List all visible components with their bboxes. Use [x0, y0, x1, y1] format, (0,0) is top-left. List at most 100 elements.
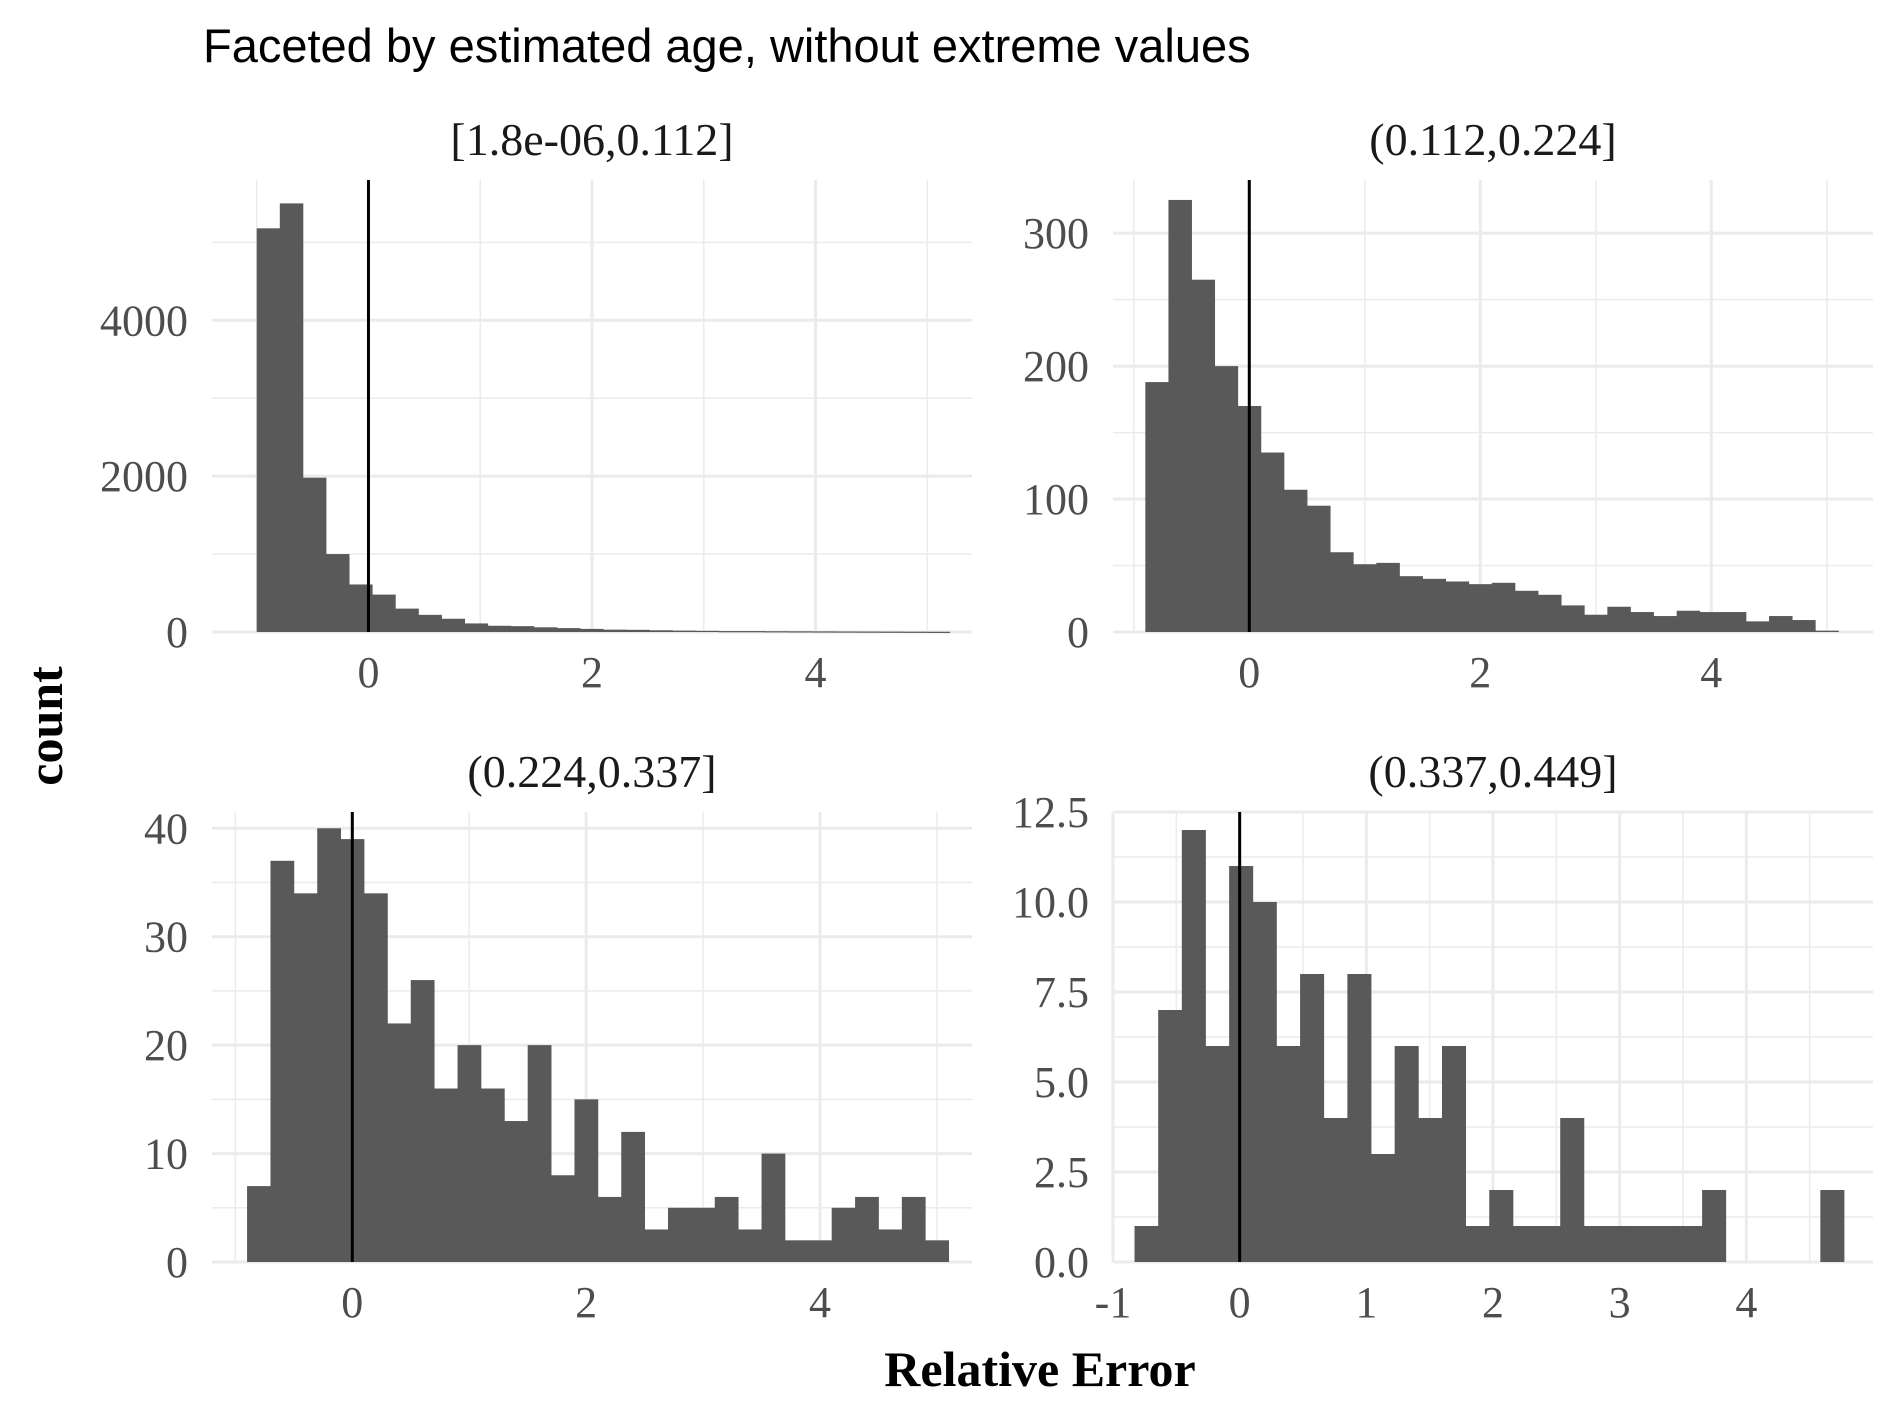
histogram-bar — [649, 630, 673, 632]
histogram-bar — [279, 203, 304, 632]
histogram-bar — [626, 629, 650, 632]
histogram-bar — [557, 628, 581, 632]
y-tick-label: 20 — [144, 1021, 188, 1070]
histogram-bar — [1283, 489, 1308, 632]
histogram-bar — [487, 625, 512, 632]
histogram-bar — [691, 1207, 716, 1262]
x-tick-label: 2 — [1469, 648, 1491, 697]
x-tick-label: 2 — [581, 648, 603, 697]
x-tick-label: 0 — [341, 1278, 363, 1327]
y-tick-label: 0 — [166, 608, 188, 657]
y-tick-label: 2000 — [100, 452, 188, 501]
histogram-bar — [326, 554, 350, 632]
y-tick-label: 10 — [144, 1130, 188, 1179]
histogram-bar — [1323, 1118, 1348, 1262]
y-tick-label: 2.5 — [1034, 1148, 1089, 1197]
histogram-bar — [925, 1240, 950, 1262]
histogram-bar — [1399, 576, 1423, 632]
facet-strip-label: (0.337,0.449] — [1368, 746, 1617, 797]
facet-panel: (0.112,0.224] 0 2 4 0 100 200 300 — [1023, 114, 1873, 697]
x-tick-label: 0 — [1229, 1278, 1251, 1327]
histogram-bar — [1678, 1226, 1703, 1262]
histogram-bar — [464, 623, 489, 632]
facet-panel: (0.337,0.449] -1 0 1 2 3 4 0.0 2.5 5.0 7.5 10.0 12.5 — [1012, 746, 1873, 1327]
x-tick-label: 3 — [1609, 1278, 1631, 1327]
histogram-bar — [926, 631, 951, 633]
histogram-bar — [1394, 1046, 1419, 1262]
histogram-bar — [387, 1023, 412, 1262]
histogram-bar — [1536, 1226, 1561, 1262]
histogram-bar — [580, 628, 604, 632]
y-axis-title: count — [17, 666, 73, 786]
x-tick-label: 0 — [357, 648, 379, 697]
histogram-bar — [270, 860, 295, 1262]
y-tick-label: 0.0 — [1034, 1238, 1089, 1287]
histogram-bar — [1722, 612, 1747, 632]
x-axis-title: Relative Error — [884, 1341, 1195, 1397]
histogram-bar — [1205, 1046, 1230, 1262]
histogram-bar — [903, 631, 928, 633]
histogram-bar — [668, 1207, 692, 1262]
histogram-bar — [1584, 614, 1608, 632]
histogram-bar — [672, 630, 697, 632]
histogram-bar — [410, 980, 435, 1262]
histogram-bar — [395, 608, 419, 632]
histogram-bar — [834, 631, 858, 633]
histogram-bar — [1252, 902, 1277, 1262]
histogram-bar — [1653, 616, 1678, 632]
histogram-bar — [1181, 830, 1206, 1262]
histogram-bar — [1654, 1226, 1679, 1262]
y-tick-label: 10.0 — [1012, 878, 1089, 927]
histogram-bar — [504, 1121, 529, 1262]
x-tick-label: 4 — [805, 648, 827, 697]
histogram-bar — [1699, 612, 1724, 632]
histogram-bar — [811, 631, 835, 633]
histogram-bar — [597, 1196, 622, 1262]
histogram-bar — [457, 1045, 482, 1262]
x-tick-label: 2 — [1482, 1278, 1504, 1327]
x-tick-label: 1 — [1355, 1278, 1377, 1327]
histogram-bar — [1260, 452, 1285, 632]
histogram-bar — [364, 893, 388, 1262]
histogram-bar — [644, 1229, 669, 1262]
facet-panels: [1.8e-06,0.112]0 2 4020004000(0.112,0.224]… — [100, 114, 1873, 1327]
histogram-bar — [1512, 1226, 1537, 1262]
histogram-bar — [510, 626, 535, 632]
histogram-bar — [808, 1240, 833, 1262]
facet-panel: [1.8e-06,0.112] 0 2 4 0 2000 4000 — [100, 114, 972, 697]
y-tick-label: 200 — [1023, 342, 1089, 391]
x-tick-label: -1 — [1095, 1278, 1132, 1327]
x-tick-label: 4 — [1735, 1278, 1757, 1327]
histogram-bar — [1276, 1046, 1301, 1262]
x-tick-label: 0 — [1238, 648, 1260, 697]
histogram-bar — [480, 1088, 505, 1262]
y-tick-label: 5.0 — [1034, 1058, 1089, 1107]
histogram-bar — [901, 1196, 926, 1262]
histogram-bar — [1489, 1190, 1514, 1262]
histogram-bar — [1468, 584, 1493, 632]
histogram-bar — [788, 631, 812, 633]
histogram-bar — [1191, 279, 1216, 632]
y-tick-label: 12.5 — [1012, 788, 1089, 837]
histogram-bar — [1815, 630, 1839, 632]
histogram-bar — [603, 629, 627, 632]
histogram-bar — [764, 631, 789, 633]
histogram-bar — [434, 1088, 458, 1262]
histogram-bar — [1300, 974, 1325, 1262]
y-tick-label: 40 — [144, 804, 188, 853]
histogram-bar — [1702, 1190, 1727, 1262]
y-tick-label: 300 — [1023, 209, 1089, 258]
y-tick-label: 4000 — [100, 296, 188, 345]
histogram-bar — [574, 1099, 599, 1262]
histogram-bar — [302, 477, 327, 632]
facet-strip-label: (0.224,0.337] — [467, 746, 716, 797]
histogram-bar — [1134, 1226, 1159, 1262]
histogram-bar — [317, 828, 342, 1262]
histogram-bar — [1538, 594, 1562, 632]
histogram-bar — [1607, 1226, 1632, 1262]
y-tick-label: 30 — [144, 913, 188, 962]
histogram-bar — [1631, 1226, 1656, 1262]
y-tick-label: 7.5 — [1034, 968, 1089, 1017]
